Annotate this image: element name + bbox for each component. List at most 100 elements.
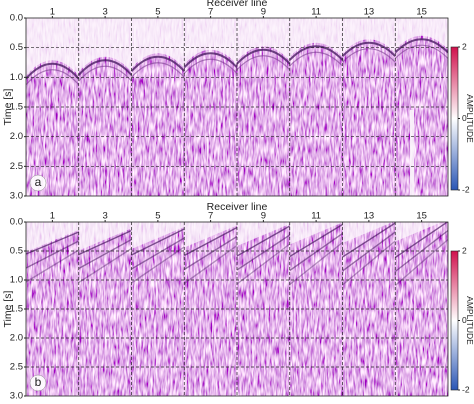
x-axis-label: Receiver line [207, 0, 268, 9]
muted-zone [342, 222, 396, 243]
x-tick-label: 15 [416, 7, 427, 18]
colorbar-label: AMPLITUDE [465, 296, 474, 345]
dead-trace [410, 110, 414, 196]
colorbar-tick-label: 0 [462, 113, 467, 123]
x-tick-label: 3 [102, 7, 107, 18]
y-tick-label: 1.0 [10, 275, 23, 286]
event [183, 58, 238, 74]
x-tick-label: 7 [208, 211, 213, 222]
muted-zone [184, 18, 237, 65]
event [26, 240, 80, 269]
x-tick-label: 13 [364, 211, 375, 222]
event [130, 55, 185, 72]
panel-label: a [35, 175, 42, 189]
y-tick-label: 3.0 [10, 391, 23, 402]
event [236, 225, 291, 257]
event [183, 52, 238, 69]
y-tick-label: 1.5 [10, 102, 23, 113]
x-tick-label: 3 [102, 211, 107, 222]
x-axis-label: Receiver line [207, 201, 268, 213]
colorbar [450, 250, 459, 391]
y-tick-label: 0.5 [10, 42, 23, 53]
event [289, 51, 343, 67]
x-tick-label: 9 [261, 7, 266, 18]
muted-zone [395, 222, 448, 242]
y-tick-label: 0.0 [10, 13, 23, 24]
y-axis-label: Time [s] [2, 88, 14, 125]
muted-zone [395, 18, 448, 50]
event [341, 41, 396, 57]
y-tick-label: 2.5 [10, 362, 23, 373]
event [289, 232, 343, 272]
muted-zone [78, 18, 132, 73]
panel-badge [29, 174, 47, 192]
x-tick-label: 1 [50, 211, 55, 222]
event [131, 62, 185, 78]
event [289, 45, 344, 61]
event [342, 231, 396, 272]
event [131, 237, 185, 270]
y-axis-label: Time [s] [2, 290, 14, 327]
y-tick-label: 0.0 [10, 217, 23, 228]
muted-zone [237, 18, 290, 61]
event [236, 243, 291, 285]
event [394, 222, 448, 259]
event [183, 244, 238, 285]
x-tick-label: 7 [208, 7, 213, 18]
muted-zone [131, 222, 185, 249]
y-tick-label: 1.0 [10, 72, 23, 83]
colorbar-tick-label: 2 [462, 245, 467, 255]
panel-badge [29, 374, 47, 392]
event [78, 238, 132, 270]
muted-zone [131, 18, 185, 69]
event [183, 235, 238, 271]
muted-zone [289, 18, 343, 57]
event [78, 59, 133, 76]
y-tick-label: 1.5 [10, 304, 23, 315]
event [26, 62, 80, 80]
event [236, 234, 291, 271]
event [236, 48, 291, 65]
x-tick-label: 1 [50, 7, 55, 18]
event [131, 228, 185, 256]
event [26, 69, 80, 86]
event [342, 48, 396, 63]
x-tick-label: 5 [155, 7, 160, 18]
event [394, 44, 448, 59]
event [394, 38, 448, 54]
colorbar-label: AMPLITUDE [465, 94, 474, 143]
x-tick-label: 11 [311, 7, 321, 18]
x-tick-label: 13 [364, 7, 375, 18]
plot-frame [25, 221, 449, 397]
y-tick-label: 2.0 [10, 131, 23, 142]
x-tick-label: 5 [155, 211, 160, 222]
event [26, 231, 80, 255]
muted-zone [184, 222, 237, 248]
event [78, 65, 132, 82]
muted-zone [26, 18, 79, 76]
muted-zone [237, 222, 290, 246]
event [78, 229, 132, 256]
colorbar-tick-label: 0 [462, 315, 467, 325]
event [342, 240, 396, 286]
y-tick-label: 3.0 [10, 191, 23, 202]
y-tick-label: 0.5 [10, 246, 23, 257]
event [78, 247, 132, 284]
plot-frame [25, 17, 449, 197]
y-tick-label: 2.5 [10, 161, 23, 172]
event [26, 249, 80, 283]
muted-zone [342, 18, 396, 54]
muted-zone [78, 222, 132, 251]
event [289, 241, 343, 286]
colorbar-tick-label: -2 [462, 384, 470, 394]
colorbar-tick-label: -2 [462, 184, 470, 194]
muted-zone [289, 222, 343, 245]
x-tick-label: 11 [311, 211, 321, 222]
event [131, 246, 185, 284]
muted-zone [26, 222, 79, 252]
colorbar [450, 46, 459, 191]
colorbar-tick-label: 2 [462, 41, 467, 51]
y-tick-label: 2.0 [10, 333, 23, 344]
event [394, 238, 448, 287]
